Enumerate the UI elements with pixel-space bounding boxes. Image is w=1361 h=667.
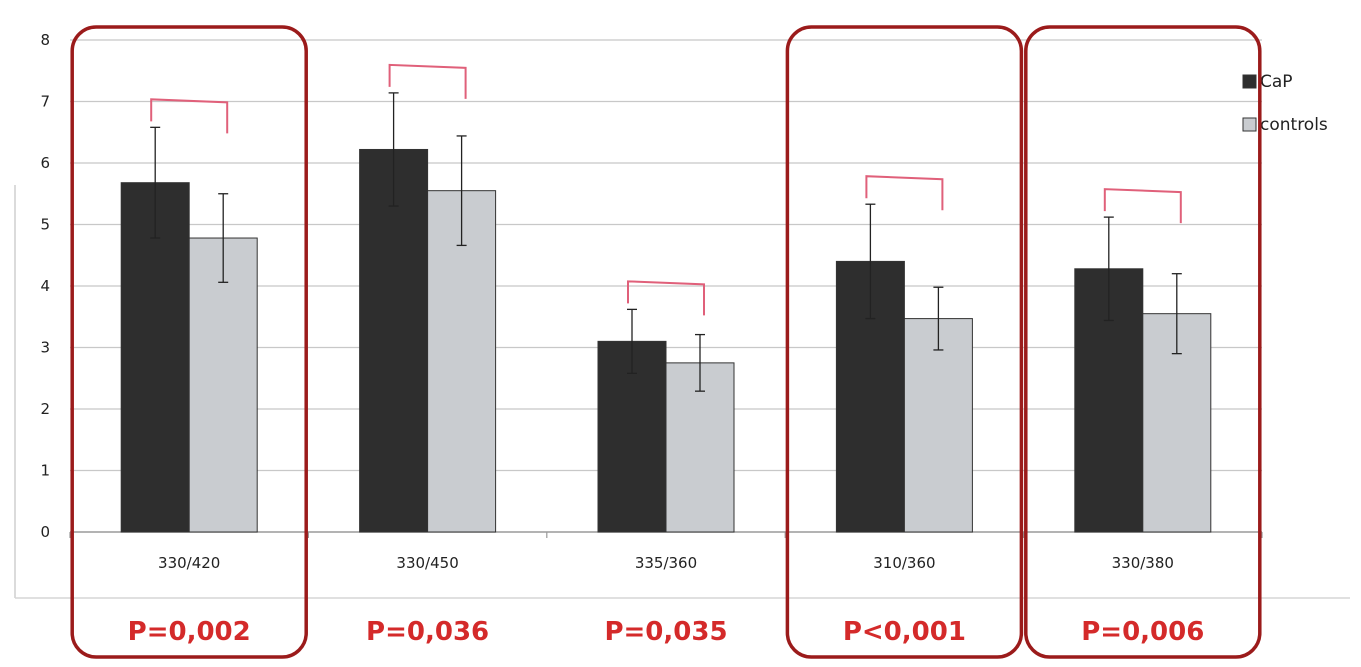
- p-value-labels: P=0,002 P=0,036 P=0,035 P<0,001 P=0,006: [128, 617, 1205, 647]
- p-value-label: P=0,002: [128, 617, 251, 647]
- bar-cap-0: [120, 182, 190, 533]
- y-tick-label: 7: [40, 93, 50, 111]
- significance-bracket: [865, 175, 944, 211]
- significance-bracket: [1103, 188, 1182, 224]
- error-bars: [150, 92, 1182, 392]
- y-tick-label: 5: [40, 216, 50, 234]
- x-category-label: 330/380: [1112, 554, 1174, 572]
- highlight-boxes: [70, 25, 1262, 659]
- legend: CaP controls: [1242, 72, 1328, 135]
- y-tick-label: 4: [40, 277, 50, 295]
- y-tick-label: 6: [40, 154, 50, 172]
- y-tick-labels: 0 1 2 3 4 5 6 7 8: [40, 31, 50, 541]
- legend-swatch-controls: [1242, 117, 1257, 132]
- bar-controls-1: [427, 190, 497, 533]
- x-category-label: 335/360: [635, 554, 697, 572]
- bar-cap-1: [359, 148, 429, 533]
- significance-bracket: [388, 63, 467, 99]
- bar-controls-0: [188, 237, 258, 533]
- p-value-label: P=0,036: [366, 617, 489, 647]
- highlight-box: [70, 25, 308, 659]
- category-labels: 330/420 330/450 335/360 310/360 330/380: [158, 554, 1174, 572]
- significance-bracket: [150, 98, 229, 134]
- y-tick-label: 1: [40, 462, 50, 480]
- legend-label-controls: controls: [1260, 115, 1328, 135]
- p-value-label: P<0,001: [843, 617, 966, 647]
- highlight-box: [1024, 25, 1262, 659]
- p-value-label: P=0,035: [604, 617, 727, 647]
- significance-bracket: [627, 280, 705, 316]
- y-tick-label: 2: [40, 400, 50, 418]
- p-value-label: P=0,006: [1081, 617, 1204, 647]
- significance-brackets: [150, 63, 1182, 316]
- bars: [120, 148, 1212, 533]
- y-tick-label: 3: [40, 339, 50, 357]
- legend-label-cap: CaP: [1260, 72, 1293, 92]
- x-category-label: 310/360: [873, 554, 935, 572]
- highlight-box: [785, 25, 1024, 659]
- y-tick-label: 0: [40, 523, 50, 541]
- x-category-label: 330/450: [396, 554, 458, 572]
- x-category-label: 330/420: [158, 554, 220, 572]
- y-tick-label: 8: [40, 31, 50, 49]
- legend-swatch-cap: [1242, 74, 1257, 89]
